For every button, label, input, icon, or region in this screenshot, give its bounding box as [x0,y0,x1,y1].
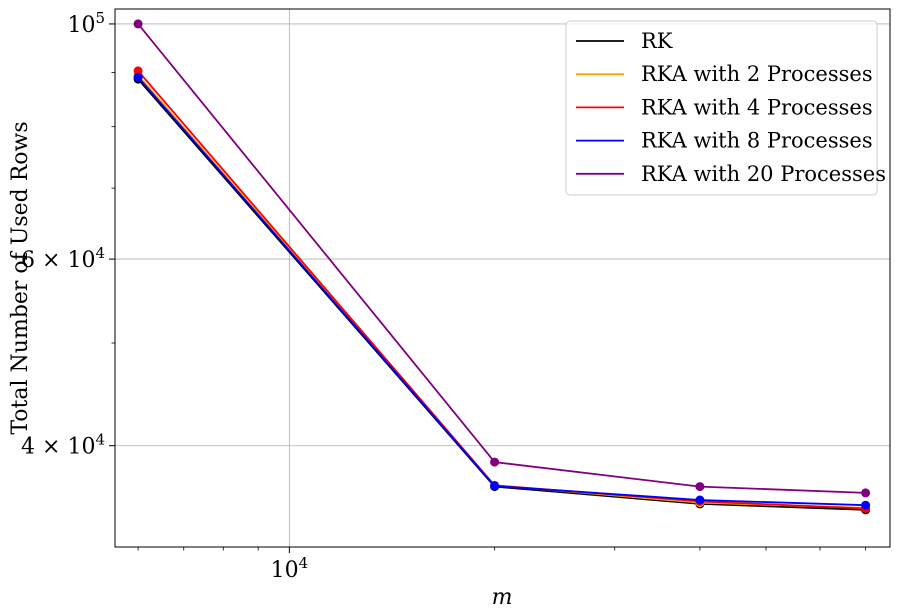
y-axis-label: Total Number of Used Rows [8,121,33,434]
data-point [695,495,705,505]
y-tick-label: 105 [67,9,105,38]
x-axis-label: m [492,585,513,610]
legend-label: RK [641,29,673,53]
tick-labels: 104 4 × 104 6 × 104 105 [21,9,308,583]
data-point [695,482,705,492]
series-line [137,76,866,507]
legend: RK RKA with 2 Processes RKA with 4 Process… [565,20,886,196]
legend-label: RKA with 4 Processes [641,95,873,119]
series-4 [133,19,871,498]
plot-frame [114,8,891,548]
major-ticks [109,23,290,553]
minor-ticks [111,72,867,551]
x-tick-label: 104 [271,554,309,583]
legend-box [565,20,878,196]
y-tick-label: 6 × 104 [21,244,105,273]
legend-label: RKA with 8 Processes [641,129,873,153]
legend-label: RKA with 2 Processes [641,62,873,86]
data-point [490,481,500,491]
data-point [861,488,871,498]
data-point [133,66,143,76]
y-tick-label: 4 × 104 [21,431,105,460]
data-point [861,500,871,510]
legend-label: RKA with 20 Processes [641,162,886,186]
series-layer [133,19,871,515]
grid-lines [115,9,890,547]
data-point [133,19,143,29]
data-point [490,457,500,467]
series-3 [133,72,871,510]
data-point [133,72,143,82]
series-line [137,23,866,494]
